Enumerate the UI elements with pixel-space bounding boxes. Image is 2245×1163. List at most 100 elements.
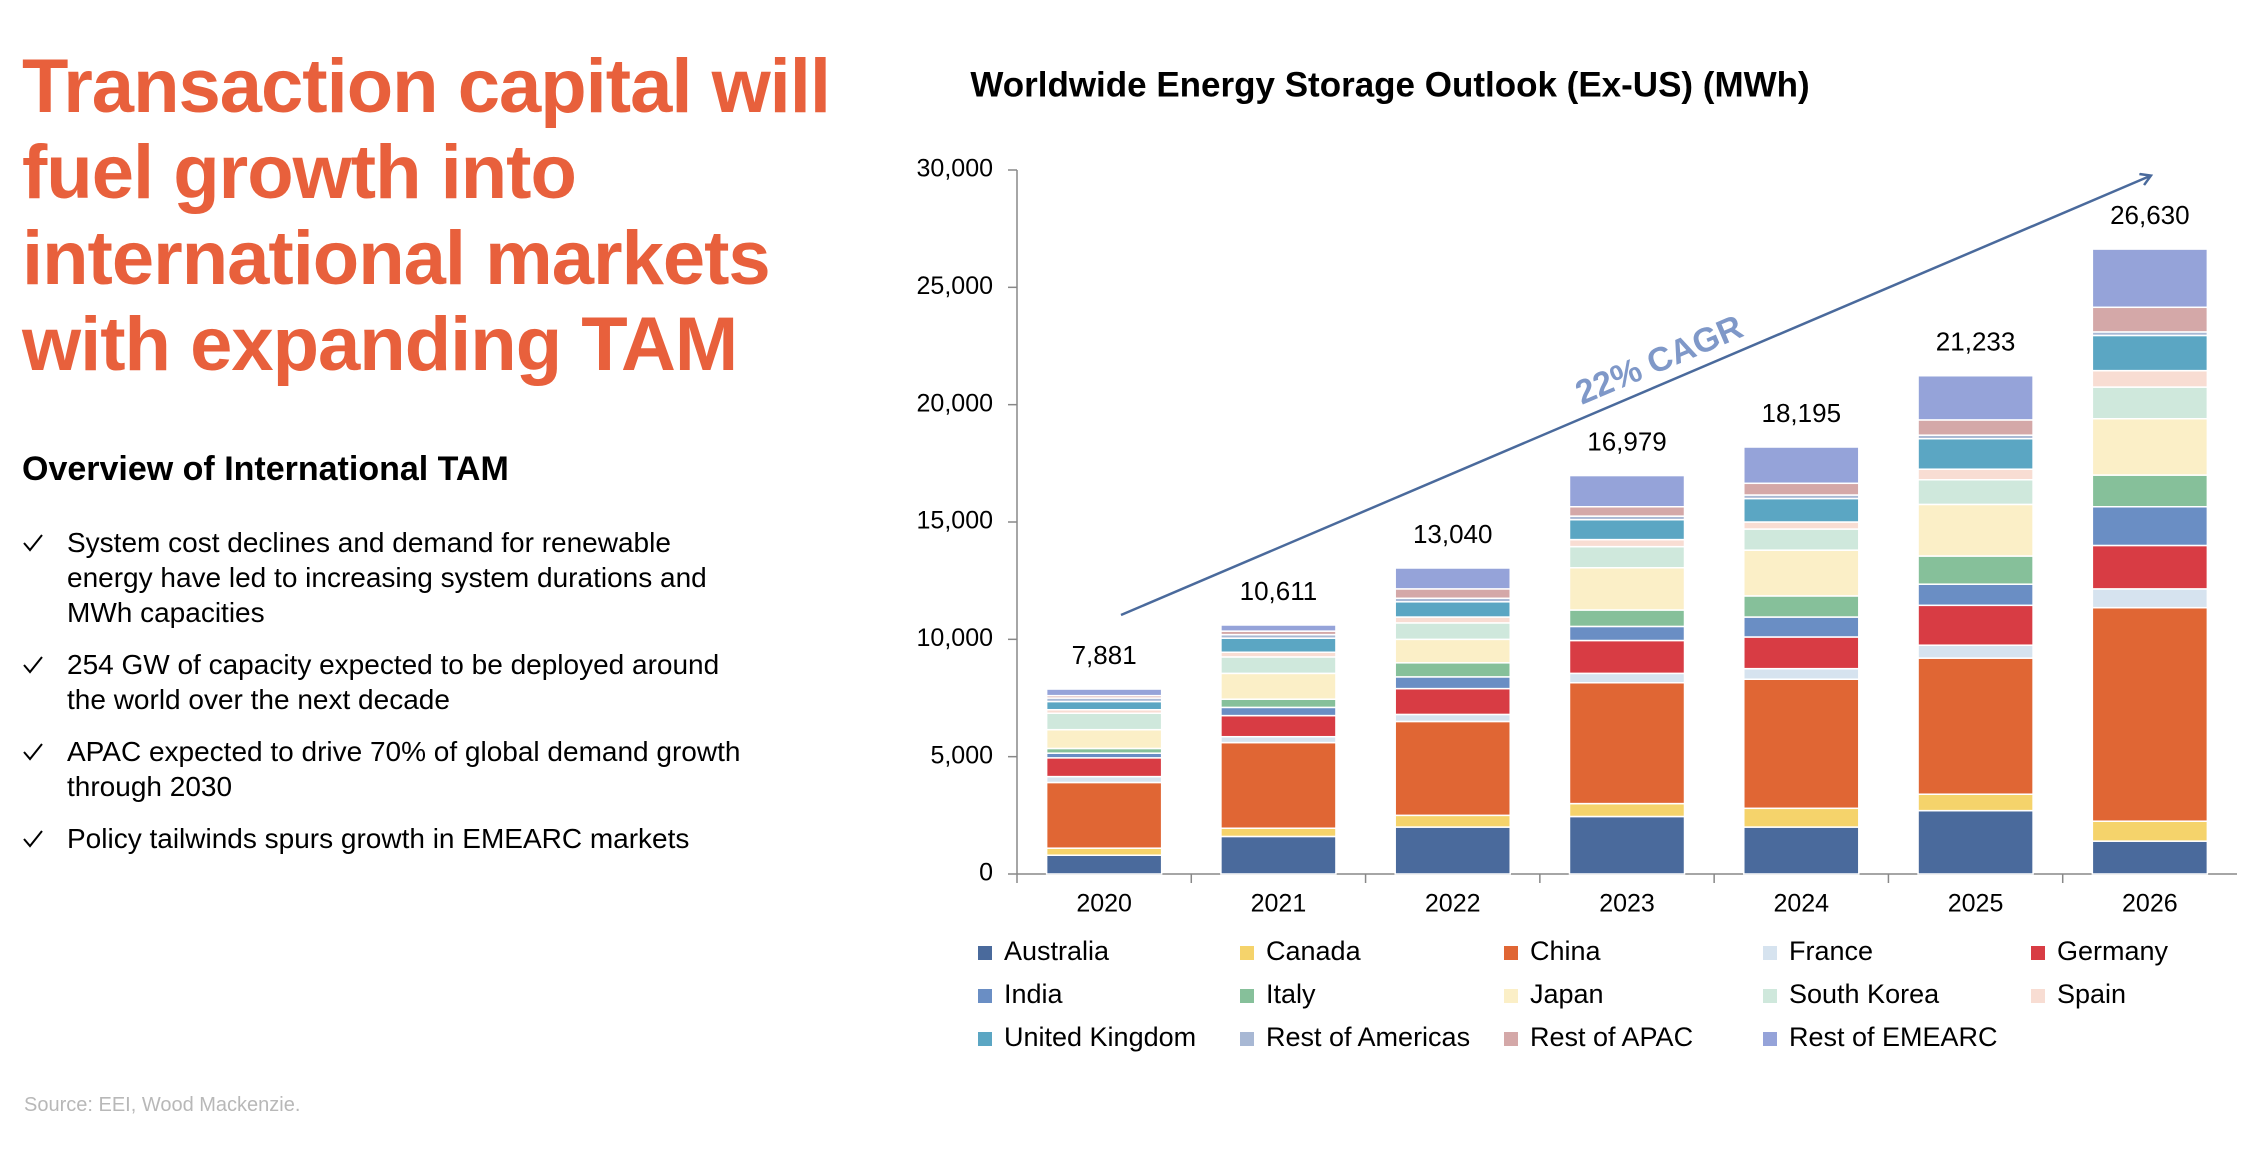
- x-tick-label: 2021: [1251, 890, 1307, 918]
- bar-segment: [2091, 505, 2209, 547]
- bar-segment: [2091, 334, 2209, 372]
- bullet: 254 GW of capacity expected to be deploy…: [22, 647, 747, 717]
- bar-segment: [1220, 735, 1337, 744]
- y-tick-label: 5,000: [930, 741, 993, 769]
- bar-segment: [1394, 616, 1511, 624]
- bar-segment: [1568, 505, 1686, 517]
- bar-segment: [1394, 567, 1511, 590]
- legend-label: China: [1530, 936, 1602, 966]
- bar-segment: [1220, 835, 1337, 875]
- bar-segment: [1394, 713, 1511, 723]
- total-label: 10,611: [1240, 576, 1318, 606]
- bar-segment: [1743, 595, 1860, 618]
- bar-segment: [1917, 419, 2034, 436]
- legend-label: India: [1004, 979, 1064, 1009]
- total-label: 21,233: [1936, 327, 2016, 357]
- check-icon: [23, 743, 43, 761]
- bar-segment: [1045, 781, 1163, 849]
- bar-segment: [1045, 847, 1163, 856]
- legend-label: Germany: [2057, 936, 2169, 966]
- legend-swatch: [1504, 946, 1518, 960]
- bar-segment: [1743, 497, 1860, 523]
- legend-label: South Korea: [1789, 979, 1940, 1009]
- bar-segment: [2091, 386, 2209, 420]
- chart-title: Worldwide Energy Storage Outlook (Ex-US)…: [970, 65, 1809, 104]
- bar-segment: [2091, 820, 2209, 842]
- bar-segment: [1394, 687, 1511, 716]
- x-tick-label: 2023: [1599, 890, 1655, 918]
- bar-segment: [1743, 528, 1860, 551]
- bar-segment: [1394, 622, 1511, 641]
- bar-segment: [1917, 583, 2034, 607]
- legend-swatch: [978, 946, 992, 960]
- bar-segment: [2091, 417, 2209, 476]
- headline: Transaction capital will fuel growth int…: [22, 44, 831, 387]
- bar-segment: [1743, 446, 1860, 485]
- bullet: APAC expected to drive 70% of global dem…: [22, 734, 747, 804]
- bar-segment: [1220, 672, 1337, 700]
- bar-segment: [1743, 482, 1860, 496]
- section-title: Overview of International TAM: [22, 450, 509, 488]
- legend-label: United Kingdom: [1004, 1022, 1196, 1052]
- y-tick-label: 10,000: [917, 624, 993, 652]
- x-tick-label: 2025: [1948, 890, 2004, 918]
- x-tick-label: 2024: [1773, 890, 1829, 918]
- bar-segment: [2091, 840, 2209, 875]
- bar-segment: [1743, 549, 1860, 597]
- bar-segment: [1220, 656, 1337, 675]
- bar-segment: [1743, 678, 1860, 810]
- bar-segment: [1568, 474, 1686, 508]
- y-tick-label: 15,000: [917, 507, 993, 535]
- bar-segment: [1568, 518, 1686, 541]
- bar-segment: [1917, 437, 2034, 470]
- bar-segment: [1394, 601, 1511, 618]
- bar-segment: [1394, 826, 1511, 875]
- bullet: System cost declines and demand for rene…: [22, 525, 747, 630]
- bar-segment: [1917, 644, 2034, 659]
- bullet-list: System cost declines and demand for rene…: [22, 525, 842, 856]
- cagr-annotation: 22% CAGR: [1570, 308, 1748, 412]
- y-tick-label: 25,000: [917, 272, 993, 300]
- total-label: 7,881: [1072, 640, 1137, 670]
- legend-swatch: [1504, 1032, 1518, 1046]
- bullet-text: System cost declines and demand for rene…: [67, 527, 707, 628]
- bar-segment: [1045, 712, 1163, 731]
- legend-label: Rest of APAC: [1530, 1022, 1693, 1052]
- legend-swatch: [1763, 989, 1777, 1003]
- bar-segment: [1045, 854, 1163, 875]
- bar-segment: [2091, 544, 2209, 590]
- bar-segment: [1220, 624, 1337, 632]
- bar-segment: [1568, 545, 1686, 569]
- bar-segment: [1568, 672, 1686, 684]
- x-tick-label: 2022: [1425, 890, 1481, 918]
- bar-segment: [2091, 606, 2209, 822]
- bar-segment: [1917, 555, 2034, 585]
- legend-swatch: [978, 1032, 992, 1046]
- legend-swatch: [978, 989, 992, 1003]
- bar-segment: [1220, 698, 1337, 709]
- legend-label: Rest of EMEARC: [1789, 1022, 1998, 1052]
- bar-segment: [1394, 814, 1511, 828]
- legend-label: France: [1789, 936, 1873, 966]
- total-label: 16,979: [1587, 426, 1667, 456]
- legend-swatch: [1504, 989, 1518, 1003]
- bar-segment: [1743, 636, 1860, 670]
- bar-segment: [1568, 609, 1686, 628]
- bar-segment: [2091, 588, 2209, 609]
- legend-swatch: [2031, 946, 2045, 960]
- legend-swatch: [1763, 946, 1777, 960]
- bar-segment: [1743, 521, 1860, 530]
- bar-segment: [1917, 604, 2034, 646]
- cagr-arrow: [1120, 176, 2150, 617]
- bar-segment: [1220, 637, 1337, 653]
- check-icon: [23, 656, 43, 674]
- left-panel: Transaction capital will fuel growth int…: [22, 44, 842, 873]
- legend-label: Canada: [1266, 936, 1362, 966]
- legend-label: Australia: [1004, 936, 1110, 966]
- bar-segment: [1045, 757, 1163, 778]
- bar-segment: [2091, 306, 2209, 333]
- bar-segment: [1568, 815, 1686, 875]
- legend-swatch: [1763, 1032, 1777, 1046]
- bar-segment: [1045, 728, 1163, 750]
- bar-segment: [1394, 720, 1511, 817]
